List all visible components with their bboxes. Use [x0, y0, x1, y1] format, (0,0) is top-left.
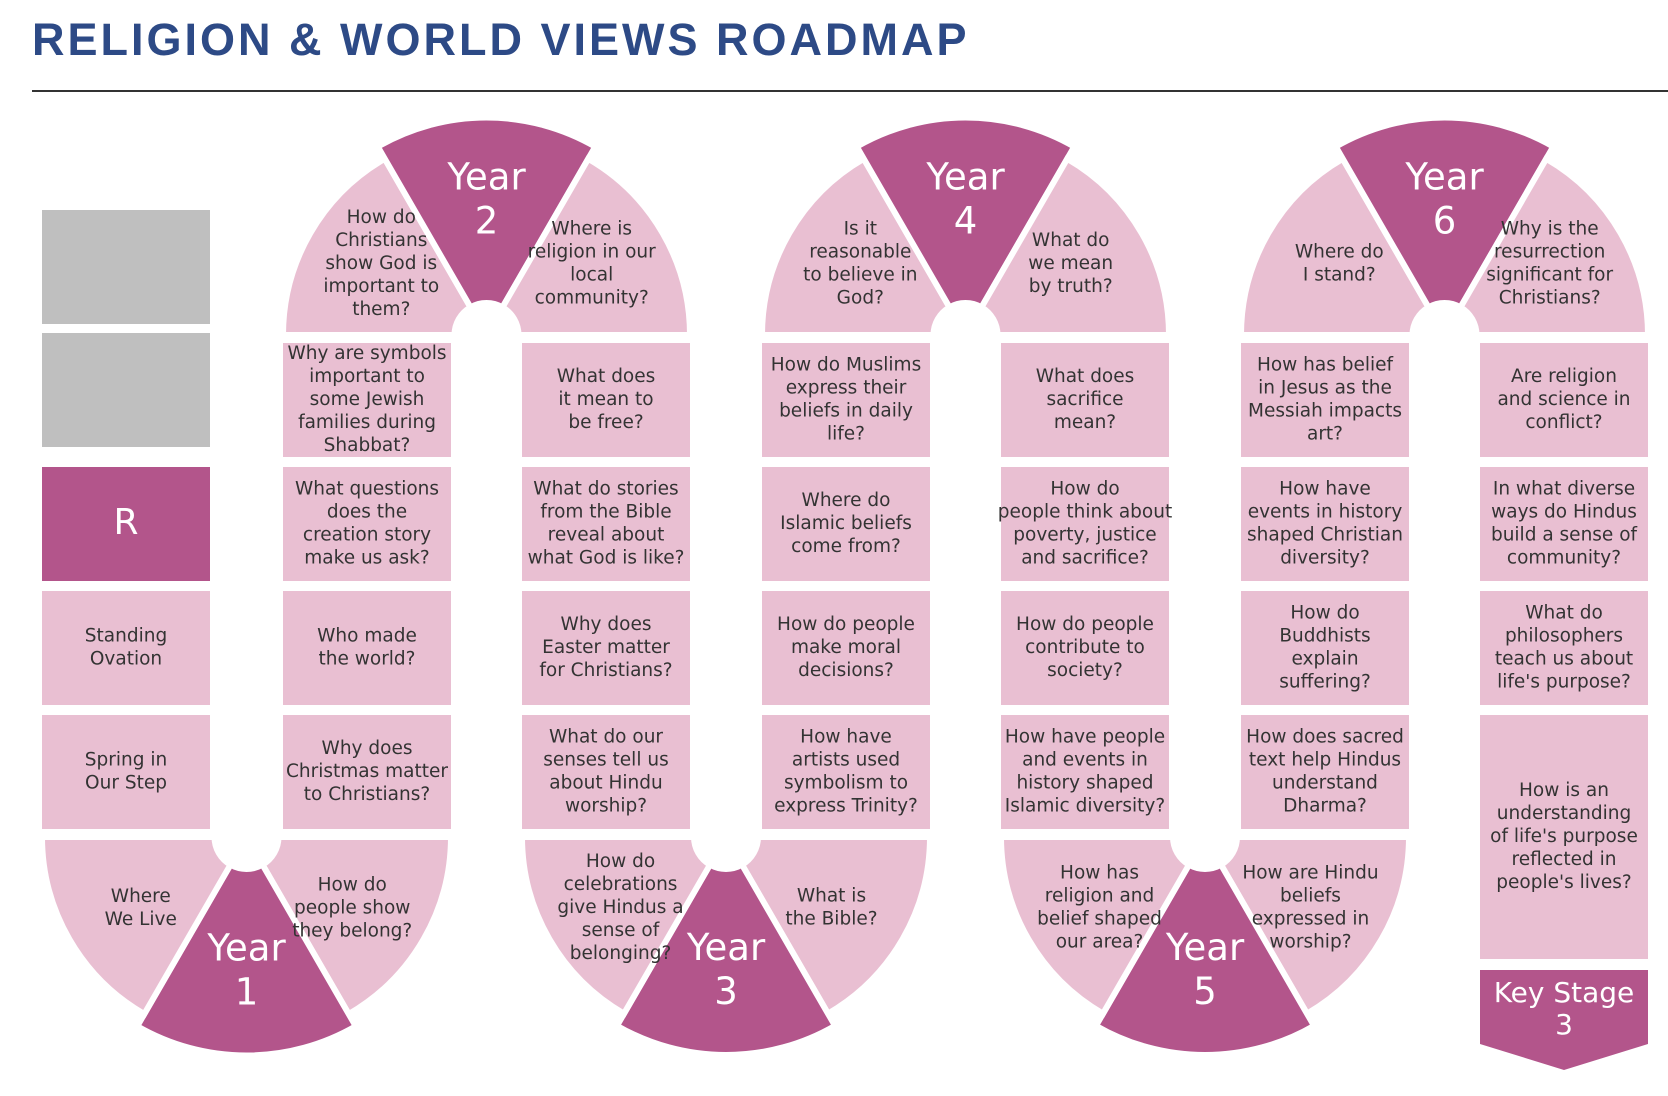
topic-label: How do people show they belong? — [292, 874, 412, 941]
topic-cell — [258, 834, 455, 1019]
topic-label: How do people make moral decisions? — [777, 614, 915, 681]
topic-label: Why are symbols important to some Jewish fa… — [287, 343, 446, 456]
topic-cell — [762, 591, 930, 705]
topic-label: What do stories from the Bible reveal abou… — [528, 479, 685, 569]
topic-cell — [1237, 154, 1433, 338]
topic-label: How are Hindu beliefs expressed in worship? — [1242, 863, 1378, 953]
topic-label: What does it mean to be free? — [557, 366, 656, 433]
topic-cell — [737, 834, 934, 1018]
start-cell-label: Standing Ovation — [85, 626, 167, 670]
year-1-badge — [133, 860, 360, 1059]
topic-label: How has religion and belief shaped our area… — [1037, 863, 1162, 953]
topic-cell — [522, 715, 690, 829]
topic-cell — [283, 467, 451, 581]
topic-cell — [1001, 715, 1169, 829]
topic-cell — [758, 154, 954, 338]
topic-label: How has belief in Jesus as the Messiah imp… — [1248, 355, 1402, 445]
placeholder-cell — [42, 210, 210, 324]
topic-label: How do Muslims express their beliefs in da… — [771, 355, 921, 445]
year-2-badge — [373, 114, 600, 312]
topic-cell — [1241, 715, 1409, 829]
year-label: Year 4 — [925, 155, 1005, 242]
topic-label: How do Buddhists explain suffering? — [1279, 603, 1371, 693]
start-cell-label: Spring in Our Step — [85, 750, 167, 794]
topic-cell — [38, 834, 235, 1019]
placeholder-cell — [42, 333, 210, 447]
topic-cell — [518, 834, 715, 1018]
year-label: Year 2 — [446, 155, 526, 242]
topic-cell — [1216, 834, 1413, 1018]
topic-cell — [279, 154, 475, 338]
topic-label: What does sacrifice mean? — [1036, 366, 1135, 433]
year-label: Year 1 — [206, 926, 286, 1013]
topic-label: How have events in history shaped Christia… — [1247, 479, 1403, 569]
topic-label: How is an understanding of life's purpose r… — [1490, 780, 1638, 893]
topic-label: Why is the resurrection significant for Chr… — [1486, 218, 1613, 308]
topic-cell — [762, 467, 930, 581]
topic-cell — [1241, 591, 1409, 705]
topic-label: How have artists used symbolism to express … — [774, 727, 918, 817]
start-cell — [42, 591, 210, 705]
topic-label: In what diverse ways do Hindus build a sen… — [1491, 479, 1638, 569]
key-stage-3-label: Key Stage 3 — [1494, 976, 1635, 1041]
topic-label: How do people think about poverty, justice… — [998, 479, 1172, 569]
topic-label: What do our senses tell us about Hindu wors… — [543, 727, 668, 817]
topic-cell — [498, 154, 694, 338]
topic-label: Are religion and science in conflict? — [1497, 366, 1630, 433]
topic-label: How do Christians show God is important to t… — [323, 207, 439, 320]
topic-cell — [762, 343, 930, 457]
topic-label: What questions does the creation story make… — [295, 479, 439, 569]
topic-label: How do people contribute to society? — [1016, 614, 1154, 681]
year-label: Year 3 — [686, 926, 766, 1013]
topic-label: Where do I stand? — [1295, 241, 1384, 285]
topic-label: How do celebrations give Hindus a sense of b… — [557, 851, 683, 964]
topic-cell — [1480, 343, 1648, 457]
topic-label: Where do Islamic beliefs come from? — [780, 490, 912, 557]
topic-label: Where is religion in our local community? — [528, 218, 656, 308]
year-4-badge — [852, 114, 1079, 312]
topic-cell — [283, 591, 451, 705]
topic-cell — [1456, 154, 1652, 338]
topic-cell — [283, 715, 451, 829]
topic-cell — [522, 591, 690, 705]
topic-cell — [1001, 467, 1169, 581]
topic-label: What is the Bible? — [785, 886, 877, 930]
topic-cell — [1001, 343, 1169, 457]
topic-cell — [522, 467, 690, 581]
topic-cell — [283, 343, 451, 457]
topic-cell — [1001, 591, 1169, 705]
year-6-badge — [1331, 114, 1558, 312]
topic-cell — [522, 343, 690, 457]
topic-cell — [1241, 467, 1409, 581]
topic-label: Why does Easter matter for Christians? — [539, 614, 672, 681]
topic-cell — [1480, 591, 1648, 705]
year-3-badge — [612, 860, 840, 1058]
topic-label: Who made the world? — [317, 626, 417, 670]
key-stage-3-badge — [1480, 970, 1648, 1070]
topic-cell — [762, 715, 930, 829]
topic-cell — [1241, 343, 1409, 457]
title-divider — [32, 90, 1668, 92]
topic-cell — [1480, 467, 1648, 581]
topic-cell — [977, 154, 1173, 338]
topic-label: Is it reasonable to believe in God? — [803, 218, 917, 308]
topic-label: How does sacred text help Hindus understan… — [1246, 727, 1404, 817]
page-title: RELIGION & WORLD VIEWS ROADMAP — [32, 14, 970, 65]
year-label: Year 5 — [1165, 926, 1245, 1013]
topic-label: Why does Christmas matter to Christians? — [286, 738, 448, 805]
start-cell — [42, 715, 210, 829]
year-5-badge — [1091, 860, 1319, 1058]
reception-label: R — [113, 502, 138, 543]
topic-cell — [1480, 715, 1648, 959]
topic-label: How have people and events in history shap… — [1005, 727, 1165, 817]
topic-cell — [997, 834, 1194, 1018]
year-label: Year 6 — [1404, 155, 1484, 242]
topic-label: Where We Live — [105, 886, 177, 930]
topic-label: What do we mean by truth? — [1028, 230, 1113, 297]
reception-cell — [42, 467, 210, 581]
topic-label: What do philosophers teach us about life's … — [1495, 603, 1633, 693]
